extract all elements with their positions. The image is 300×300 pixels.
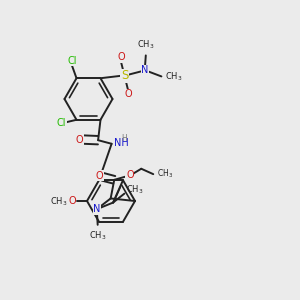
Text: S: S xyxy=(121,69,128,82)
Text: CH$_3$: CH$_3$ xyxy=(50,195,68,208)
Text: Cl: Cl xyxy=(67,56,77,66)
Text: O: O xyxy=(126,170,134,180)
Text: Cl: Cl xyxy=(57,118,66,128)
Text: CH$_3$: CH$_3$ xyxy=(165,70,182,83)
Text: N: N xyxy=(93,204,100,214)
Text: N: N xyxy=(141,65,148,75)
Text: CH$_3$: CH$_3$ xyxy=(157,168,173,180)
Text: NH: NH xyxy=(114,138,129,148)
Text: O: O xyxy=(117,52,125,62)
Text: CH$_3$: CH$_3$ xyxy=(137,38,154,51)
Text: O: O xyxy=(124,89,132,99)
Text: H: H xyxy=(122,134,128,143)
Text: O: O xyxy=(68,196,76,206)
Text: O: O xyxy=(76,135,83,145)
Text: O: O xyxy=(95,171,103,181)
Text: CH$_3$: CH$_3$ xyxy=(126,184,143,196)
Text: CH$_3$: CH$_3$ xyxy=(89,230,106,242)
